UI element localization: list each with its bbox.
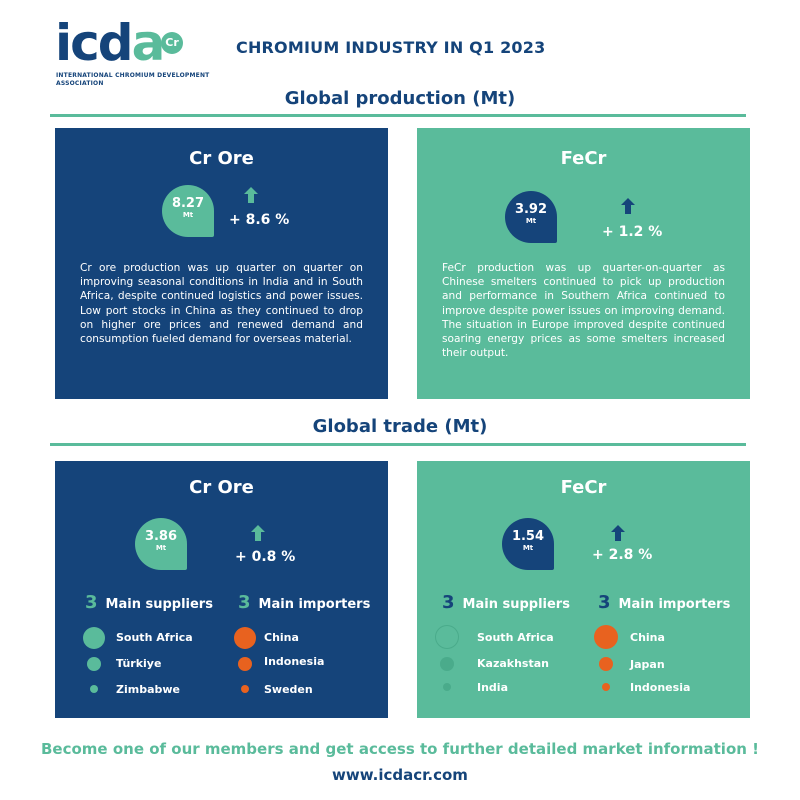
value: 1.54 [511,529,545,544]
page-title: CHROMIUM INDUSTRY IN Q1 2023 [236,38,546,57]
trade-heading: Global trade (Mt) [312,416,488,437]
suppliers-label: Main suppliers [105,597,213,612]
arrow-up-icon [611,525,625,541]
importer-item: Sweden [264,683,313,696]
website-link[interactable]: www.icdacr.com [332,766,468,784]
icda-logo[interactable]: icda Cr INTERNATIONAL CHROMIUM DEVELOPME… [55,14,215,94]
supplier-item: Kazakhstan [477,657,549,670]
panel-title: FeCr [560,148,607,169]
arrow-up-icon [244,187,258,203]
trade-ore-panel: Cr Ore 3.86 Mt + 0.8 % 3 Main suppliers 3… [55,461,388,718]
importer-item: China [630,631,665,644]
importer-item: Indonesia [630,681,691,694]
value-bubble: 3.92 Mt [505,191,557,243]
value-bubble: 1.54 Mt [502,518,554,570]
trade-divider [50,443,746,446]
importers-count: 3 [598,592,611,613]
teal-circle-icon [440,657,454,671]
arrow-up-icon [621,198,635,214]
supplier-item: Türkiye [116,657,162,670]
supplier-item: Zimbabwe [116,683,181,696]
orange-circle-icon [238,657,252,671]
supplier-item: South Africa [116,631,193,644]
suppliers-heading: 3 Main suppliers [442,592,570,613]
unit: Mt [155,544,167,552]
orange-circle-icon [241,685,249,693]
change-value: + 8.6 % [229,212,290,228]
value: 3.86 [144,529,178,544]
importer-item: Japan [630,658,665,671]
unit: Mt [525,217,537,225]
panel-title: Cr Ore [189,477,254,498]
panel-title: Cr Ore [189,148,254,169]
panel-title: FeCr [560,477,607,498]
production-fecr-panel: FeCr 3.92 Mt + 1.2 % FeCr production was… [417,128,750,399]
suppliers-label: Main suppliers [462,597,570,612]
supplier-item: India [477,681,508,694]
arrow-up-icon [251,525,265,541]
teal-circle-icon [435,625,459,649]
value: 8.27 [171,196,205,211]
importers-heading: 3 Main importers [598,592,730,613]
importer-item: Indonesia [264,655,325,668]
membership-cta: Become one of our members and get access… [41,740,759,758]
unit: Mt [522,544,534,552]
change-value: + 0.8 % [235,549,296,565]
importers-count: 3 [238,592,251,613]
change-value: + 2.8 % [592,547,653,563]
description: FeCr production was up quarter-on-quarte… [442,262,725,360]
production-divider [50,114,746,117]
change-value: + 1.2 % [602,224,663,240]
production-ore-panel: Cr Ore 8.27 Mt + 8.6 % Cr ore production… [55,128,388,399]
logo-cr-badge: Cr [161,32,183,54]
suppliers-count: 3 [442,592,455,613]
orange-circle-icon [594,625,618,649]
logo-subtitle: INTERNATIONAL CHROMIUM DEVELOPMENT ASSOC… [56,72,210,87]
teal-circle-icon [83,627,105,649]
value-bubble: 8.27 Mt [162,185,214,237]
production-heading: Global production (Mt) [284,88,516,109]
importers-label: Main importers [618,597,731,612]
supplier-item: South Africa [477,631,554,644]
teal-circle-icon [90,685,98,693]
importers-heading: 3 Main importers [238,592,370,613]
unit: Mt [182,211,194,219]
teal-circle-icon [443,683,451,691]
value: 3.92 [514,202,548,217]
orange-circle-icon [234,627,256,649]
suppliers-heading: 3 Main suppliers [85,592,213,613]
trade-fecr-panel: FeCr 1.54 Mt + 2.8 % 3 Main suppliers 3 Ma… [417,461,750,718]
logo-wordmark: icda [55,14,165,72]
importer-item: China [264,631,299,644]
suppliers-count: 3 [85,592,98,613]
importers-label: Main importers [258,597,371,612]
description: Cr ore production was up quarter on quar… [80,262,363,346]
teal-circle-icon [87,657,101,671]
orange-circle-icon [602,683,610,691]
orange-circle-icon [599,657,613,671]
value-bubble: 3.86 Mt [135,518,187,570]
